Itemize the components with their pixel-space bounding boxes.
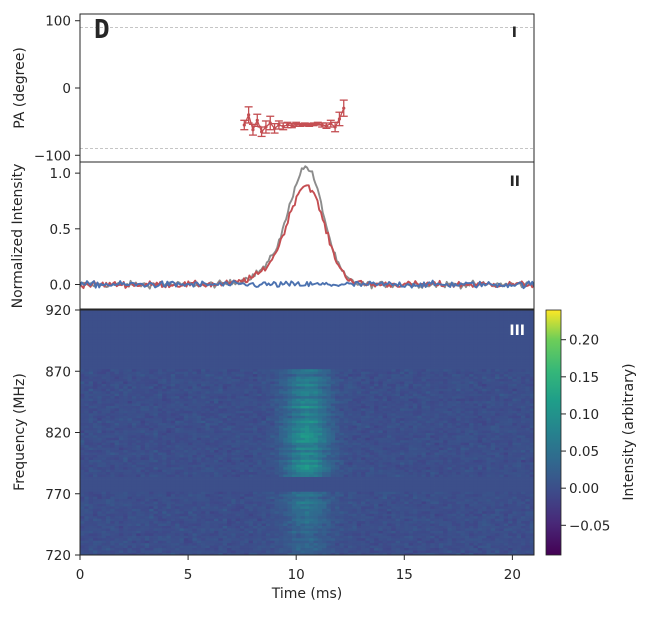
colorbar-label: Intensity (arbitrary) (621, 363, 637, 500)
intensity-line (80, 279, 534, 290)
colorbar-tick-label: 0.15 (569, 370, 599, 386)
colorbar: 0.20 0.15 0.10 0.05 0.00 −0.05 Intensity (arb… (545, 309, 637, 556)
spectrum-xtick-label: 20 (504, 567, 521, 583)
heatmap (80, 310, 535, 556)
panel-label-pa: I (512, 25, 517, 41)
pa-ytick-label: 100 (45, 14, 71, 30)
intensity-ytick-label: 0.5 (50, 222, 71, 238)
spectrum-ytick-label: 720 (45, 548, 71, 564)
pa-points (240, 99, 348, 138)
pa-ytick-label: −100 (34, 148, 71, 164)
colorbar-tick-label: 0.00 (569, 481, 599, 497)
spectrum-ytick-label: 770 (45, 487, 71, 503)
intensity-line (80, 184, 534, 290)
spectrum-xlabel: Time (ms) (271, 586, 343, 602)
spectrum-ytick-label: 920 (45, 303, 71, 319)
intensity-lines (80, 165, 534, 290)
colorbar-frame (545, 309, 562, 556)
panel-letter: D (94, 15, 110, 45)
panel-label-intensity: II (510, 174, 520, 190)
spectrum-xtick-label: 5 (184, 567, 193, 583)
intensity-ytick-label: 1.0 (50, 166, 71, 182)
panel-label-spectrum: III (509, 323, 525, 339)
intensity-ytick-label: 0.0 (50, 278, 71, 294)
spectrum-ytick-label: 820 (45, 426, 71, 442)
spectrum-ytick-label: 870 (45, 364, 71, 380)
spectrum-yticks: 920 870 820 770 720 (45, 303, 80, 564)
pa-reference-lines (80, 27, 534, 149)
pa-ylabel: PA (degree) (12, 47, 28, 129)
colorbar-ticks: 0.20 0.15 0.10 0.05 0.00 −0.05 (561, 333, 610, 534)
panel-intensity: 1.0 0.5 0.0 II Normalized Intensity (10, 161, 535, 310)
intensity-ylabel: Normalized Intensity (10, 164, 26, 309)
pa-connector (243, 107, 345, 133)
spectrum-xtick-label: 10 (288, 567, 305, 583)
colorbar-tick-label: −0.05 (569, 518, 610, 534)
panel-pa-frame (79, 13, 535, 163)
colorbar-tick-label: 0.10 (569, 407, 599, 423)
pa-ytick-label: 0 (62, 81, 71, 97)
panel-intensity-frame (79, 161, 535, 310)
spectrum-xticks: 0 5 10 15 20 (76, 555, 521, 583)
spectrum-xtick-label: 0 (76, 567, 85, 583)
spectrum-xtick-label: 15 (396, 567, 413, 583)
colorbar-gradient (546, 310, 561, 555)
panel-pa: 100 0 −100 D I PA (degree) (12, 13, 535, 164)
colorbar-tick-label: 0.05 (569, 444, 599, 460)
colorbar-tick-label: 0.20 (569, 333, 599, 349)
intensity-yticks: 1.0 0.5 0.0 (50, 166, 80, 294)
pa-yticks: 100 0 −100 (34, 14, 80, 164)
spectrum-ylabel: Frequency (MHz) (12, 373, 28, 491)
panel-dynamic-spectrum: 920 870 820 770 720 0 5 10 15 20 III Frequency (… (12, 303, 535, 602)
